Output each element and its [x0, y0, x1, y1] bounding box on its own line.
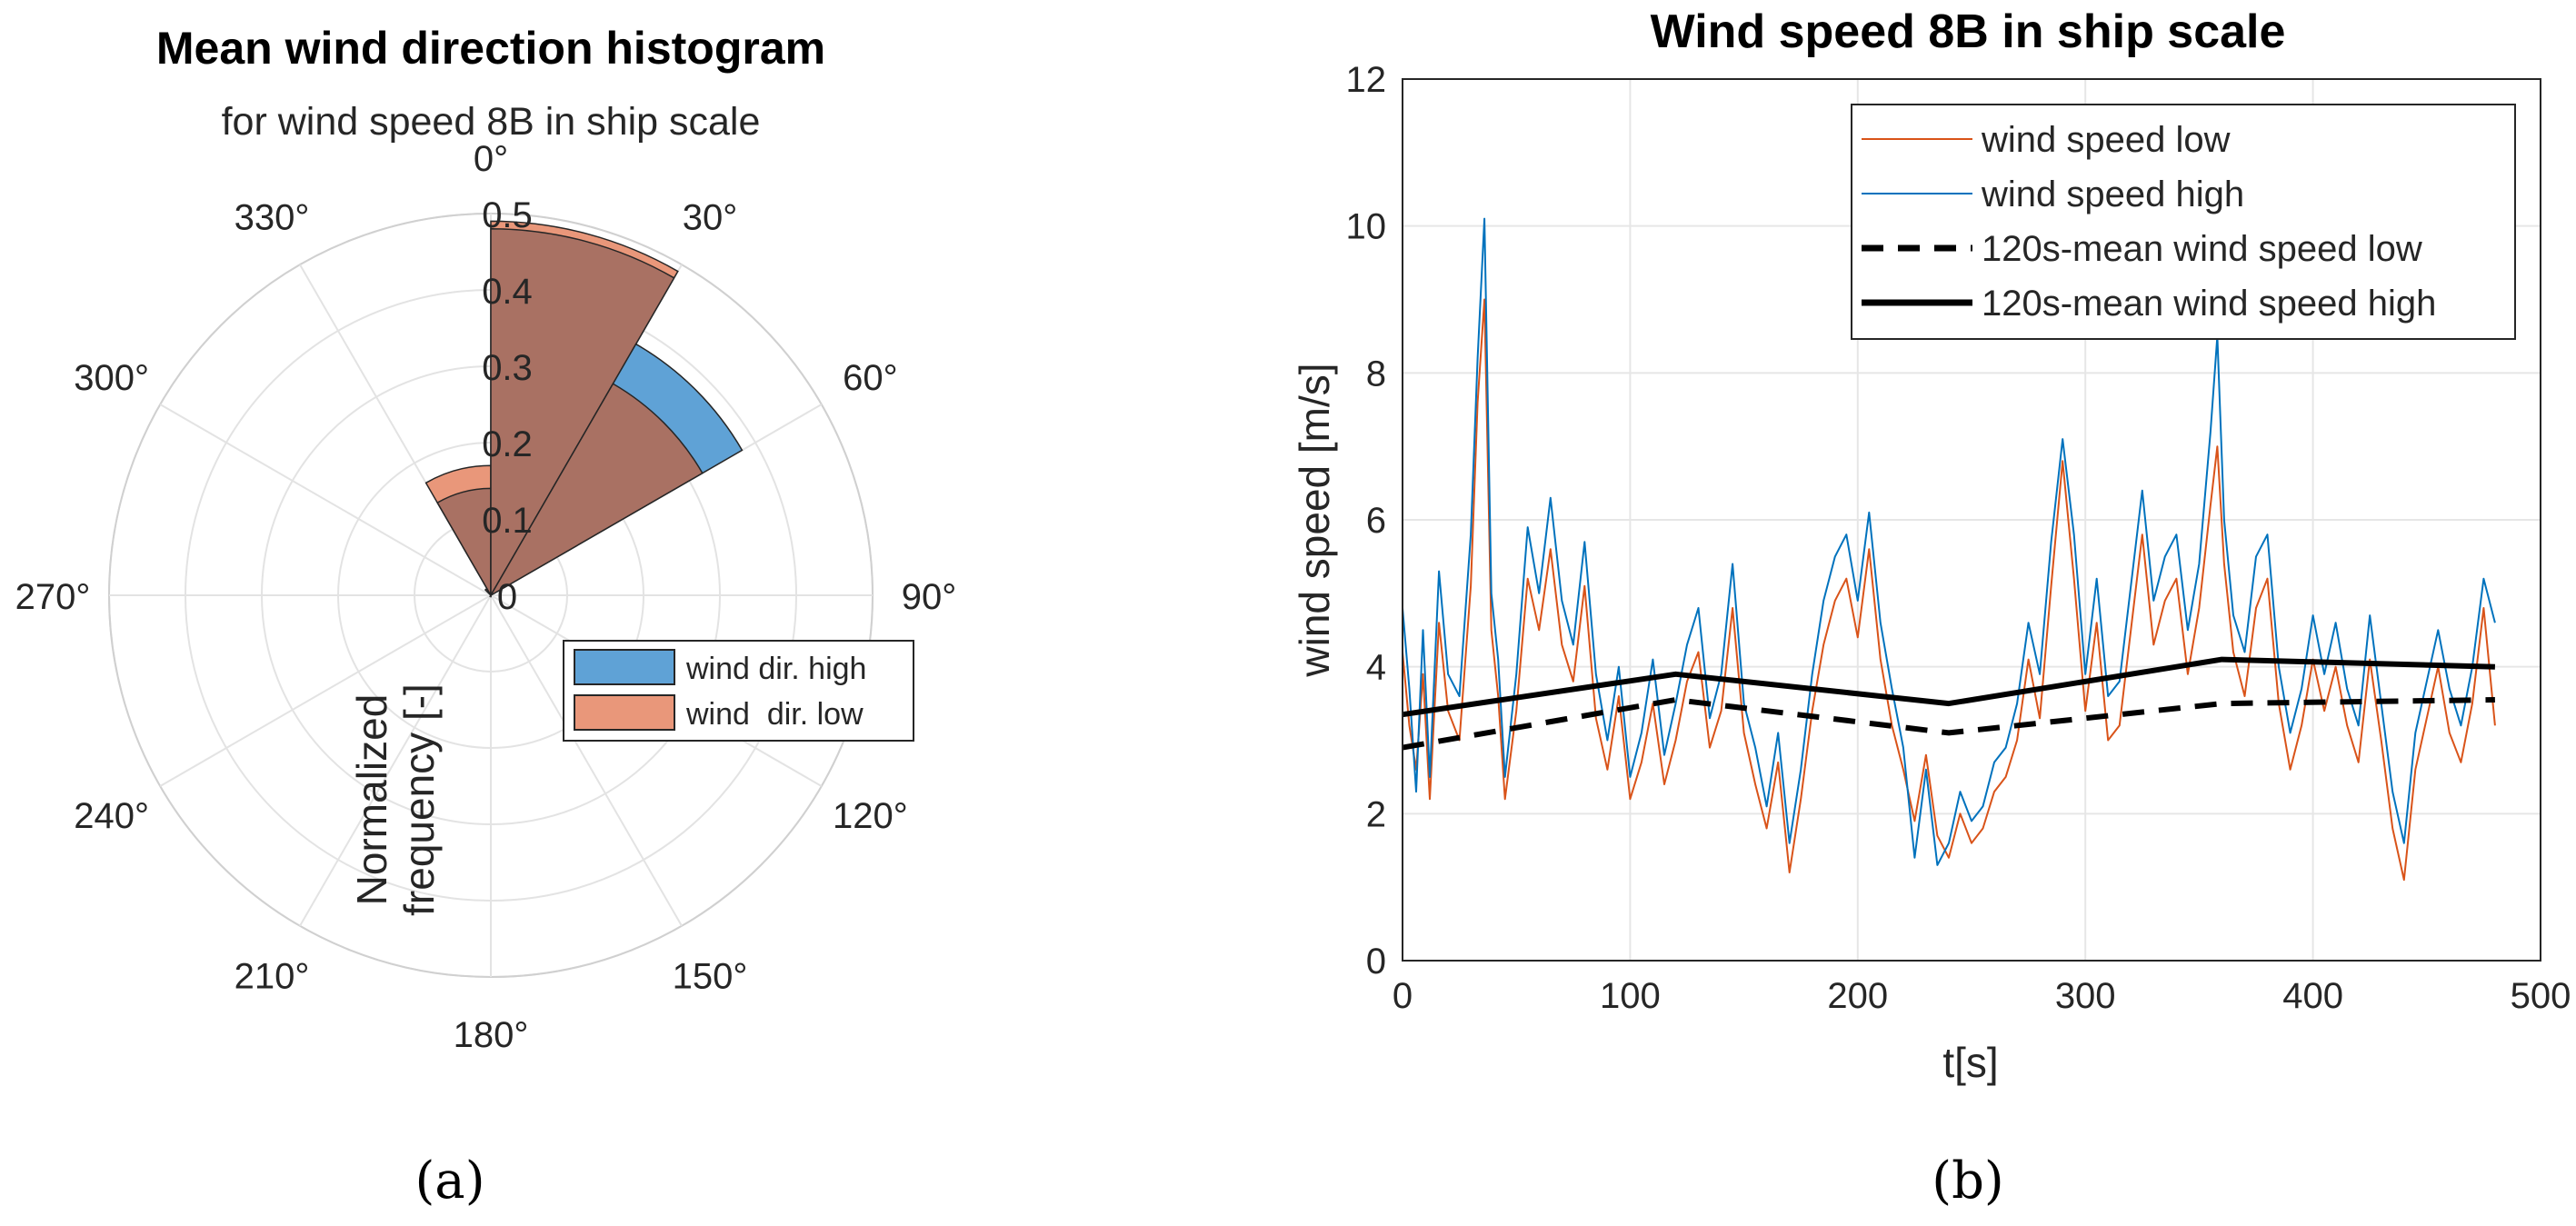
legend-label-high: wind dir. high [685, 652, 866, 686]
line-title: Wind speed 8B in ship scale [1651, 5, 2286, 58]
y-tick-label-0: 0 [1366, 942, 1386, 982]
y-tick-label-10: 10 [1346, 207, 1387, 247]
polar-r-tick-0: 0 [497, 577, 517, 617]
polar-angle-label-120: 120° [833, 796, 908, 836]
polar-r-tick-3: 0.3 [482, 348, 533, 388]
polar-radial-axis-label: Normalized frequency [-] [348, 683, 443, 916]
polar-r-tick-4: 0.4 [482, 272, 533, 312]
polar-angle-label-300: 300° [74, 358, 149, 398]
polar-r-tick-2: 0.2 [482, 424, 533, 464]
polar-angle-label-210: 210° [235, 956, 310, 996]
y-axis-label: wind speed [m/s] [1291, 363, 1338, 677]
polar-angle-label-240: 240° [74, 796, 149, 836]
y-tick-label-4: 4 [1366, 648, 1386, 688]
series-wind-speed-high [1402, 217, 2496, 866]
series-120s-mean-wind-speed-low [1402, 697, 2495, 751]
legend-text-speed-high: wind speed high [1981, 174, 2244, 214]
caption-a: (a) [414, 1151, 484, 1211]
y-tick-label-8: 8 [1366, 354, 1386, 394]
polar-spoke-240 [159, 594, 492, 787]
polar-subtitle: for wind speed 8B in ship scale [222, 100, 761, 144]
legend-text-mean-low: 120s-mean wind speed low [1982, 229, 2422, 269]
polar-r-tick-5: 0.5 [482, 195, 533, 235]
polar-angle-label-0: 0° [474, 139, 508, 179]
x-tick-label-300: 300 [2055, 976, 2116, 1016]
legend-swatch-low [574, 694, 675, 731]
line-legend: wind speed low wind speed high 120s-mean… [1851, 104, 2516, 340]
x-tick-label-0: 0 [1393, 976, 1413, 1016]
y-tick-label-12: 12 [1346, 60, 1387, 100]
polar-bar-overlap-2 [490, 228, 675, 598]
polar-angle-label-270: 270° [15, 577, 91, 617]
x-tick-label-500: 500 [2511, 976, 2571, 1016]
line-chart-panel: Wind speed 8B in ship scale 0 100 200 300 40… [1291, 5, 2571, 1211]
polar-angle-label-90: 90° [902, 577, 957, 617]
line-tick-labels: 0 100 200 300 400 500 0 2 4 6 8 10 12 [1346, 60, 2571, 1016]
polar-spoke-150 [490, 594, 683, 927]
series-120s-mean-wind-speed-high [1402, 656, 2495, 718]
polar-histogram-panel: Mean wind direction histogram for wind s… [15, 23, 957, 1211]
polar-angle-labels: 0° 30° 60° 90° 120° 150° 180° 210° 240° 270° 300° 3… [15, 139, 957, 1055]
polar-title: Mean wind direction histogram [156, 23, 825, 74]
polar-spoke-210 [299, 594, 492, 927]
x-tick-label-100: 100 [1600, 976, 1661, 1016]
caption-b: (b) [1932, 1151, 2004, 1211]
x-axis-label: t[s] [1942, 1039, 1998, 1086]
polar-spoke-300 [159, 404, 492, 596]
legend-text-mean-high: 120s-mean wind speed high [1982, 284, 2436, 324]
x-tick-label-200: 200 [1827, 976, 1888, 1016]
legend-text-speed-low: wind speed low [1981, 120, 2231, 160]
y-tick-label-2: 2 [1366, 794, 1386, 834]
radial-label-line-2: frequency [-] [395, 683, 443, 916]
line-series [1402, 217, 2496, 882]
radial-label-line-1: Normalized [348, 694, 395, 906]
polar-bars [424, 220, 744, 598]
polar-bar-overlap-3 [488, 383, 704, 598]
plot-frame [1402, 78, 2541, 962]
polar-angle-label-30: 30° [683, 198, 738, 238]
polar-radial-tick-labels: 0 0.1 0.2 0.3 0.4 0.5 [482, 195, 533, 617]
legend-swatch-high [574, 649, 675, 685]
polar-angle-label-60: 60° [843, 358, 898, 398]
polar-legend: wind dir. high wind dir. low [563, 640, 914, 742]
polar-angle-label-330: 330° [235, 198, 310, 238]
legend-label-low: wind dir. low [685, 697, 864, 732]
polar-angle-label-180: 180° [454, 1015, 529, 1055]
x-tick-label-400: 400 [2282, 976, 2343, 1016]
polar-r-tick-1: 0.1 [482, 501, 533, 541]
y-tick-label-6: 6 [1366, 501, 1386, 541]
polar-angle-label-150: 150° [673, 956, 748, 996]
series-wind-speed-low [1402, 298, 2496, 882]
